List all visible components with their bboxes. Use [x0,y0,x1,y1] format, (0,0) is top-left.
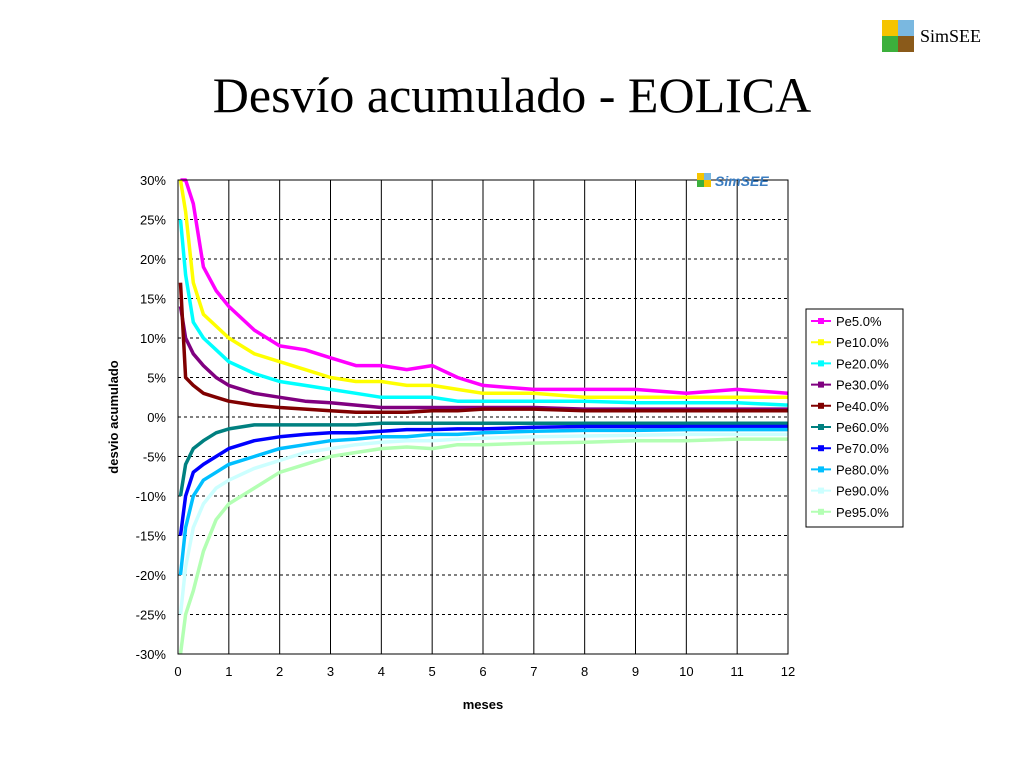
legend-marker [818,508,824,515]
series-line-Pe5.0% [180,178,789,396]
legend-marker [818,487,824,494]
logo-square-yellow [882,20,898,36]
x-tick-label: 7 [530,664,537,679]
legend-label: Pe20.0% [836,356,889,371]
simsee-logo-icon [882,20,914,52]
grid [178,180,788,654]
x-tick-label: 0 [174,664,181,679]
logo-square-brown [898,36,914,52]
legend-label: Pe60.0% [836,420,889,435]
x-tick-label: 10 [679,664,693,679]
legend-marker [818,360,824,367]
legend: Pe5.0% Pe10.0% Pe20.0% Pe30.0% Pe40.0% Pe60.0… [805,308,904,528]
series-line-Pe20.0% [178,219,789,407]
legend-label: Pe10.0% [836,335,889,350]
x-tick-label: 3 [327,664,334,679]
series-line-Pe40.0% [178,282,788,415]
legend-marker [818,318,824,324]
series-line-Pe95.0% [178,437,788,655]
legend-marker [818,339,824,346]
y-tick-label: -30% [136,647,167,662]
legend-marker [818,445,824,452]
y-tick-label: -10% [136,489,167,504]
y-tick-label: -15% [136,529,167,544]
legend-label: Pe30.0% [836,378,889,393]
x-tick-labels: 0 1 2 3 4 5 6 7 8 9 10 11 12 [174,664,795,679]
watermark-text: SimSEE [715,173,769,189]
x-tick-label: 11 [730,664,744,679]
y-tick-label: 30% [140,173,166,188]
y-tick-labels: 30% 25% 20% 15% 10% 5% 0% -5% -10% -15% -20% -25% -3… [136,173,167,662]
x-tick-label: 4 [378,664,385,679]
x-tick-label: 8 [581,664,588,679]
y-tick-label: 5% [147,371,166,386]
series-line-Pe10.0% [178,179,788,400]
plot-frame [177,179,789,655]
y-axis-label: desvio acumulado [106,360,121,473]
x-tick-label: 2 [276,664,283,679]
legend-marker [818,402,824,409]
legend-marker [818,381,824,388]
legend-label: Pe70.0% [836,441,889,456]
y-tick-label: 20% [140,252,166,267]
x-axis-label: meses [463,697,503,712]
x-tick-label: 12 [781,664,795,679]
x-tick-label: 1 [225,664,232,679]
watermark: SimSEE [697,173,769,189]
y-tick-label: -20% [136,568,167,583]
legend-label: Pe80.0% [836,462,889,477]
y-tick-label: 15% [140,292,166,307]
page-title: Desvío acumulado - EOLICA [212,67,812,123]
series-line-Pe80.0% [178,427,788,576]
logo-text: SimSEE [920,25,982,46]
series-group [178,178,789,655]
legend-label: Pe90.0% [836,484,889,499]
x-tick-label: 6 [479,664,486,679]
y-tick-label: -25% [136,608,167,623]
y-tick-label: 25% [140,213,166,228]
watermark-icon-part [697,180,704,187]
series-line-Pe90.0% [178,432,788,615]
watermark-icon-part [704,173,711,180]
y-tick-label: 10% [140,331,166,346]
y-tick-label: 0% [147,410,166,425]
x-tick-label: 9 [632,664,639,679]
series-line-Pe70.0% [178,424,788,536]
series-line-Pe60.0% [178,421,788,497]
x-tick-label: 5 [429,664,436,679]
logo-square-green [882,36,898,52]
logo-square-blue [898,20,914,36]
simsee-logo: SimSEE [882,20,981,52]
legend-label: Pe95.0% [836,505,889,520]
y-tick-label: -5% [143,450,167,465]
legend-label: Pe5.0% [836,314,882,329]
legend-marker [818,466,824,473]
legend-label: Pe40.0% [836,399,889,414]
legend-marker [818,424,824,430]
